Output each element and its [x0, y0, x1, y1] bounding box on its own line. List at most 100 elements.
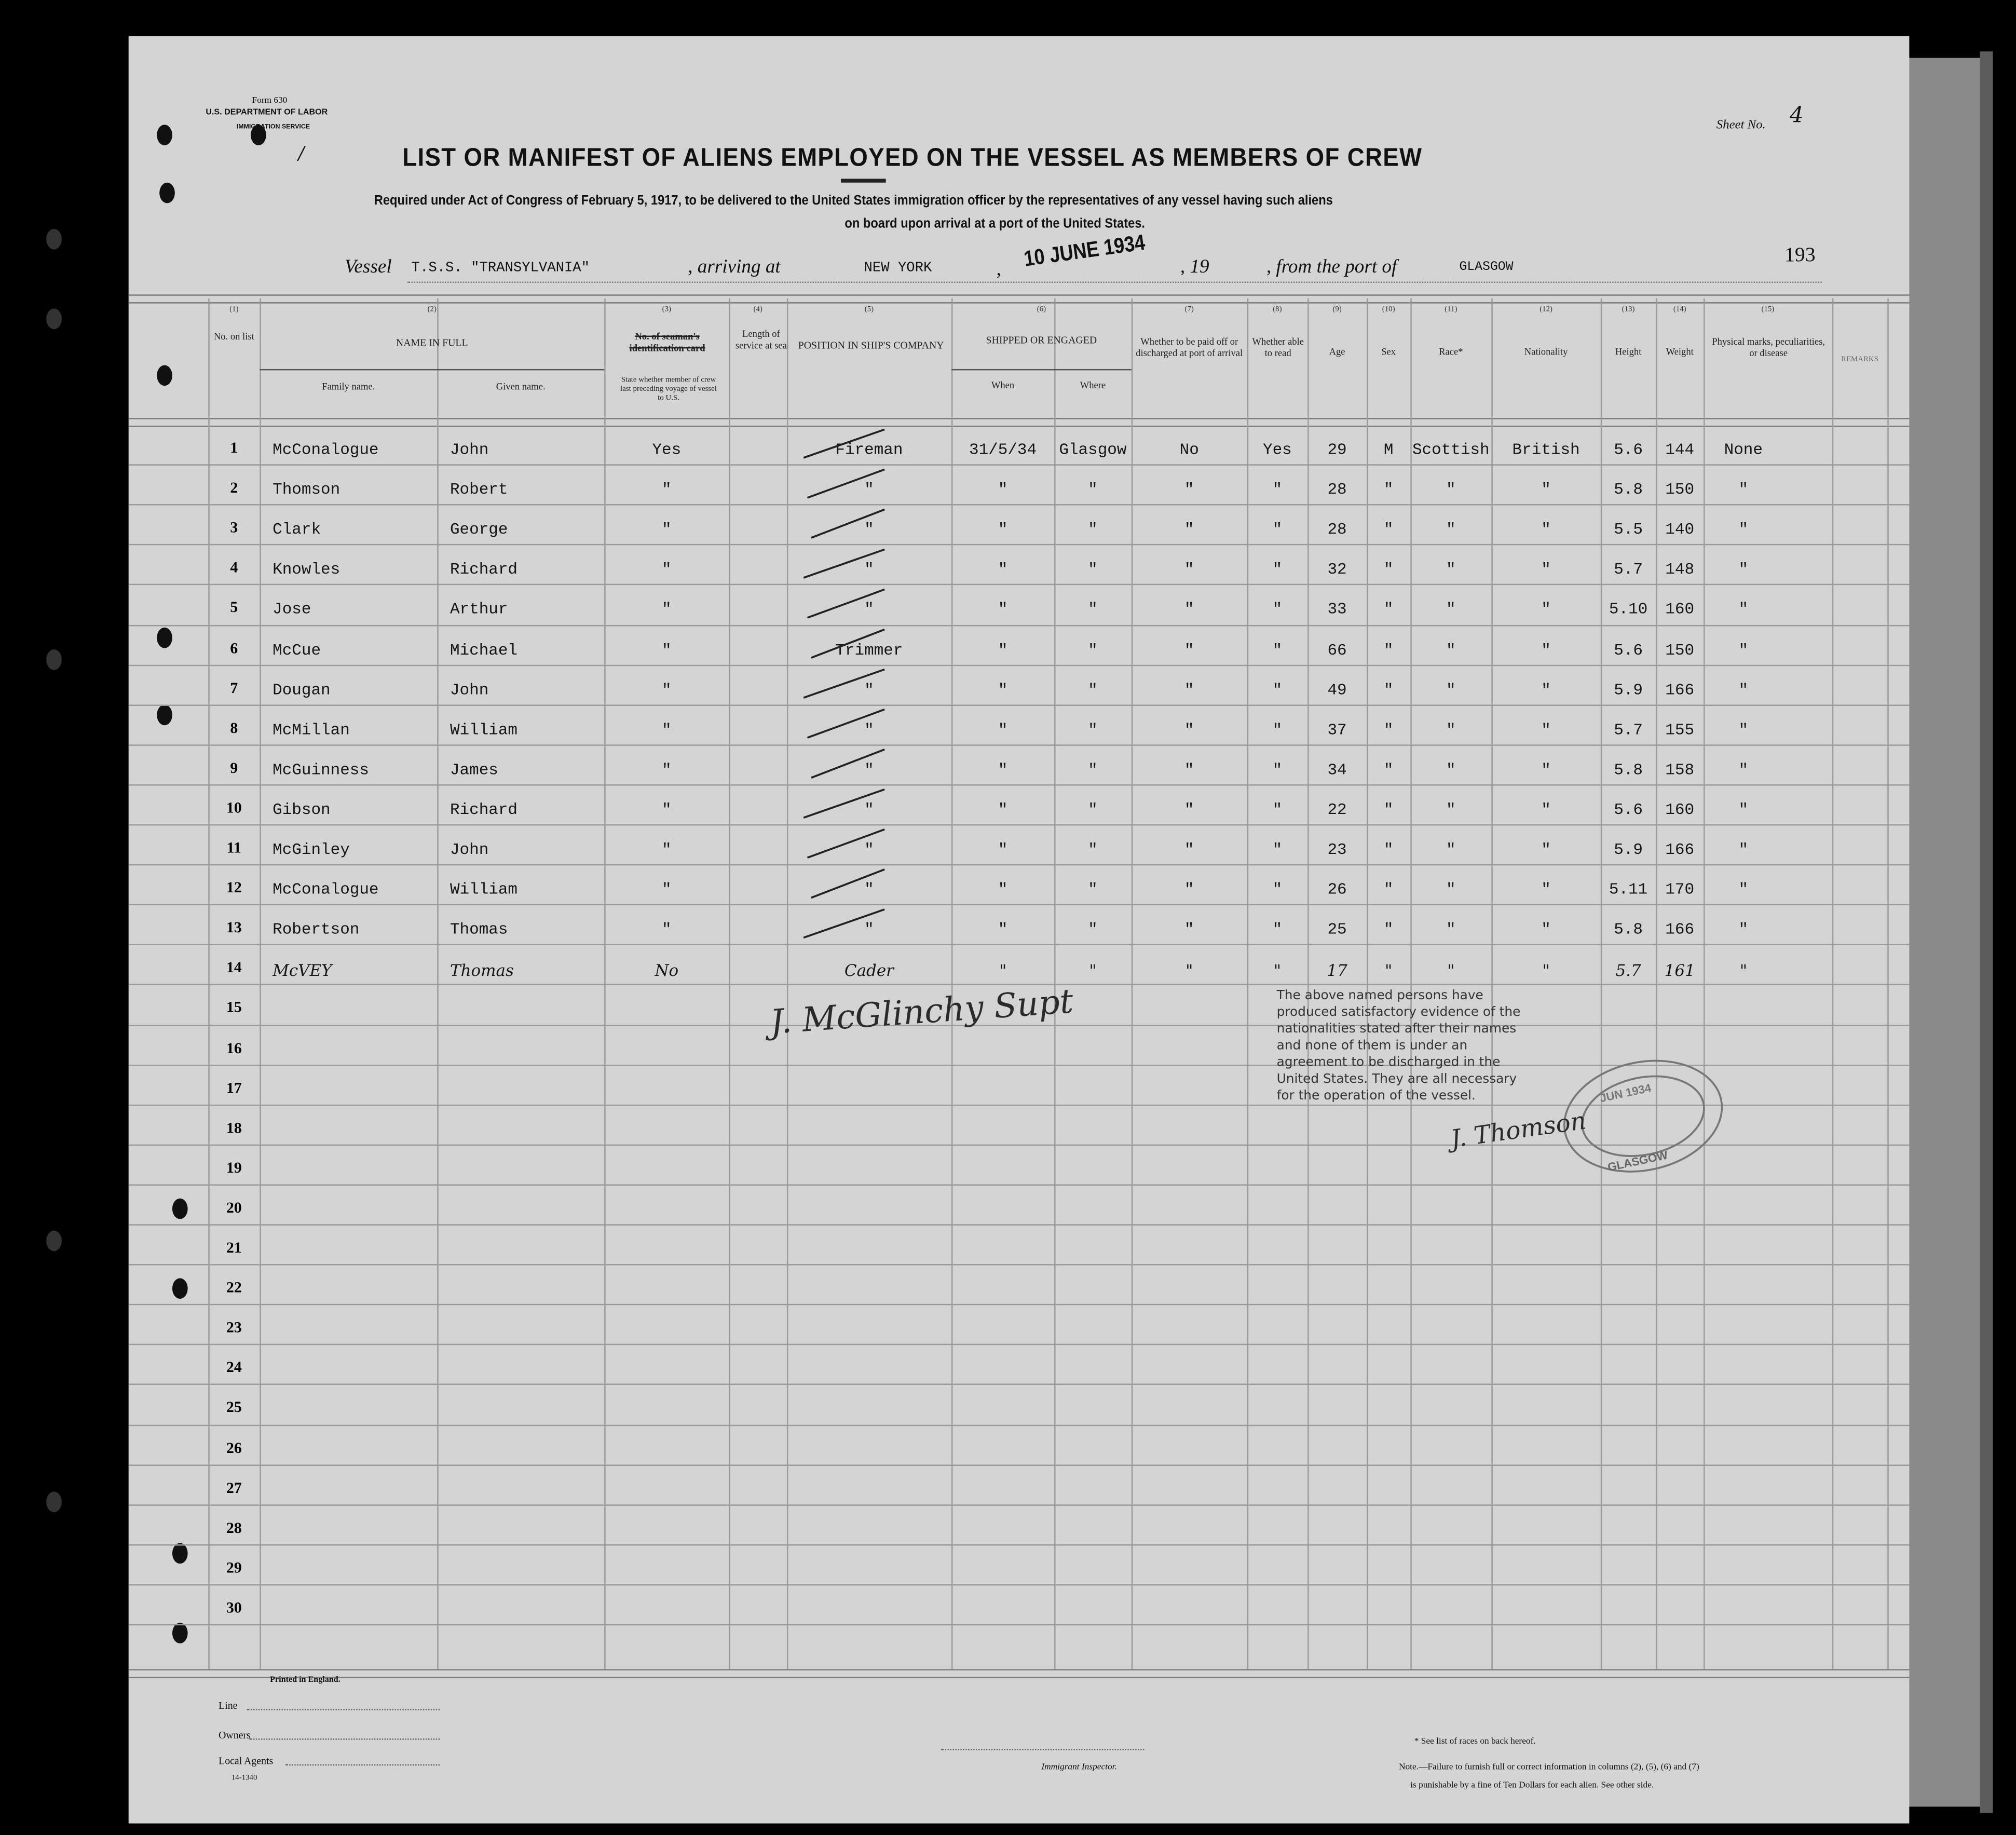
local-agents-code: 14-1340 — [231, 1774, 257, 1783]
cell-when: " — [998, 521, 1008, 539]
cell-given: James — [449, 760, 498, 779]
cell-when: " — [998, 881, 1008, 899]
punch-hole — [157, 125, 172, 145]
cell-sex: " — [1383, 601, 1394, 619]
row-rule — [128, 1024, 1910, 1026]
cell-card: " — [661, 481, 672, 499]
cell-age: 66 — [1327, 641, 1347, 659]
cell-family: Knowles — [273, 561, 340, 579]
cell-card: " — [661, 521, 672, 539]
cell-given: John — [449, 681, 489, 699]
cell-given: William — [449, 721, 518, 739]
row-rule — [128, 1504, 1910, 1506]
header-no-on-list: No. on list — [213, 330, 254, 342]
row-rule — [128, 1544, 1910, 1546]
tick-mark — [803, 428, 885, 459]
row-number: 29 — [226, 1558, 242, 1576]
cell-marks: " — [1738, 561, 1749, 579]
from-port: GLASGOW — [1459, 261, 1514, 276]
cell-position: " — [864, 521, 874, 539]
column-number: (14) — [1673, 306, 1686, 314]
cell-sex: M — [1383, 441, 1394, 459]
local-agents-field[interactable] — [285, 1764, 440, 1766]
cell-height: 5.6 — [1614, 441, 1643, 459]
row-number: 12 — [226, 878, 242, 896]
cell-race: " — [1447, 961, 1455, 981]
line-field[interactable] — [247, 1709, 440, 1710]
inspector-signature-field[interactable] — [941, 1748, 1145, 1750]
cell-family: McConalogue — [273, 881, 379, 899]
row-rule — [128, 744, 1910, 746]
cell-age: 33 — [1327, 601, 1347, 619]
cell-card: " — [661, 760, 672, 779]
row-number: 18 — [226, 1118, 242, 1137]
cell-given: Arthur — [449, 601, 508, 619]
row-rule — [128, 944, 1910, 946]
cell-marks: None — [1724, 441, 1763, 459]
tick-mark — [807, 468, 885, 499]
cell-nationality: " — [1541, 481, 1551, 499]
owners-field[interactable] — [249, 1738, 440, 1740]
cell-race: " — [1446, 561, 1456, 579]
cell-race: " — [1446, 601, 1456, 619]
cell-race: " — [1446, 881, 1456, 899]
cell-card: " — [661, 681, 672, 699]
year-label: , 19 — [1180, 257, 1209, 278]
cell-family: McMillan — [273, 721, 350, 739]
cell-when: " — [998, 481, 1008, 499]
cell-read: " — [1272, 841, 1283, 859]
column-rule — [729, 298, 730, 1669]
row-number: 22 — [226, 1278, 242, 1297]
column-rule — [1307, 298, 1309, 1669]
cell-read: " — [1272, 681, 1283, 699]
cell-nationality: " — [1541, 641, 1551, 659]
cell-paid: " — [1184, 881, 1194, 899]
cell-where: " — [1088, 641, 1098, 659]
vessel-label: Vessel — [344, 257, 392, 278]
tick-mark — [811, 748, 885, 779]
cell-paid: " — [1184, 601, 1194, 619]
tick-mark — [807, 708, 885, 739]
cell-card: " — [661, 841, 672, 859]
header-height: Height — [1615, 346, 1642, 358]
cell-marks: " — [1738, 801, 1749, 819]
row-rule — [128, 824, 1910, 826]
cell-weight: 158 — [1665, 760, 1695, 779]
cell-family: Thomson — [273, 481, 340, 499]
column-rule — [1656, 298, 1657, 1669]
cell-paid: " — [1184, 561, 1194, 579]
punch-hole — [251, 125, 266, 145]
row-rule — [128, 1624, 1910, 1626]
cell-given: Robert — [449, 481, 508, 499]
cell-family: McConalogue — [273, 441, 379, 459]
cell-height: 5.6 — [1614, 801, 1643, 819]
cell-family: McVEY — [273, 961, 332, 981]
cell-position: " — [864, 601, 874, 619]
underlying-sheet — [1900, 58, 1993, 1807]
cell-read: " — [1272, 561, 1283, 579]
row-number: 17 — [226, 1078, 242, 1097]
cell-where: " — [1088, 921, 1098, 939]
cell-marks: " — [1738, 881, 1749, 899]
cell-when: " — [998, 601, 1008, 619]
column-number: (8) — [1273, 306, 1282, 314]
cell-race: " — [1446, 921, 1456, 939]
cell-height: 5.7 — [1614, 561, 1643, 579]
cell-sex: " — [1383, 681, 1394, 699]
cell-paid: " — [1184, 481, 1194, 499]
cell-height: 5.7 — [1614, 721, 1643, 739]
punch-hole — [172, 1623, 188, 1643]
cell-height: 5.9 — [1614, 841, 1643, 859]
cell-weight: 150 — [1665, 481, 1695, 499]
cell-when: " — [998, 921, 1008, 939]
cell-sex: " — [1383, 561, 1394, 579]
cell-weight: 161 — [1664, 961, 1695, 981]
row-rule — [128, 1344, 1910, 1345]
header-age: Age — [1329, 346, 1345, 358]
cell-position: Fireman — [835, 441, 903, 459]
cell-family: Dougan — [273, 681, 331, 699]
printed-in: Printed in England. — [270, 1675, 340, 1685]
cell-age: 22 — [1327, 801, 1347, 819]
cell-family: McCue — [273, 641, 321, 659]
